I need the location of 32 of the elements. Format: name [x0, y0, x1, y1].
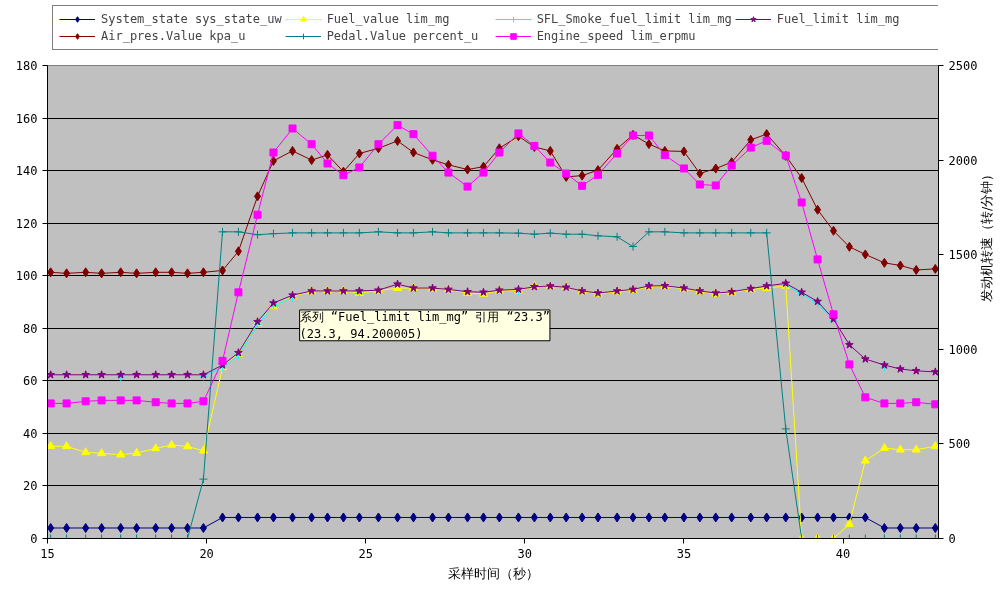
x-tick-label: 35	[676, 546, 692, 561]
legend-label: Air_pres.Value kpa_u	[101, 29, 247, 43]
y2-tick-label: 0	[948, 532, 956, 546]
x-tick-label: 25	[358, 546, 373, 561]
y-tick-label: 100	[15, 269, 38, 284]
y-tick-label: 160	[15, 111, 38, 126]
legend-label: Engine_speed lim_erpmu	[536, 29, 697, 43]
annotation: 系列 “Fuel_limit lim_mg” 引用 “23.3” (23.3, 94.200005)	[299, 309, 550, 341]
y-tick-label: 180	[15, 59, 38, 73]
y-tick-label: 120	[15, 216, 38, 231]
y-tick-label: 0	[30, 532, 38, 546]
y2-axis-title: 发动机转速（转/分钟）	[978, 167, 994, 302]
x-tick-label: 20	[199, 546, 214, 561]
y2-tick-label: 500	[948, 437, 971, 452]
y2-tick-label: 1000	[948, 342, 978, 357]
y2-tick-label: 1500	[948, 248, 978, 263]
y-tick-label: 80	[23, 321, 38, 336]
legend-label: SFL_Smoke_fuel_limit lim_mg	[536, 12, 732, 26]
x-tick-label: 15	[40, 546, 55, 561]
x-tick-label: 30	[517, 546, 533, 561]
y-tick-label: 60	[23, 374, 38, 389]
x-tick-label: 40	[835, 546, 851, 561]
legend-label: System_state sys_state_uw	[101, 12, 282, 26]
legend-label: Fuel_limit lim_mg	[776, 12, 901, 26]
y-tick-label: 20	[23, 479, 38, 494]
y-tick-label: 40	[23, 426, 38, 441]
legend-label: Pedal.Value percent_u	[326, 29, 480, 43]
y2-tick-label: 2500	[948, 59, 978, 73]
legend-label: Fuel_value lim_mg	[326, 12, 451, 26]
y2-tick-label: 2000	[948, 153, 978, 168]
y-tick-label: 140	[15, 164, 38, 179]
x-axis-title: 采样时间（秒）	[447, 565, 539, 581]
